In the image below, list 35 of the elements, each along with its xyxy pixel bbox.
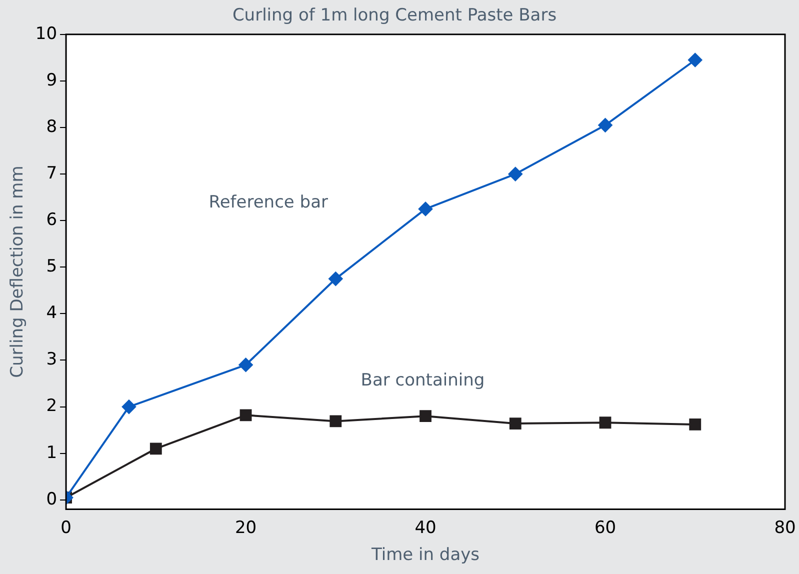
y-tick-label: 10: [35, 24, 58, 44]
y-tick-label: 4: [46, 303, 58, 324]
point: [420, 410, 432, 422]
y-axis-title: Curling Deflection in mm: [8, 166, 28, 378]
point: [689, 418, 702, 430]
point: [508, 167, 522, 182]
y-tick-label: 7: [46, 163, 58, 184]
x-tick-label: 0: [60, 518, 72, 538]
point: [418, 202, 433, 216]
point: [599, 416, 612, 429]
point: [598, 118, 612, 132]
x-axis-title: Time in days: [370, 545, 480, 566]
y-tick-label: 0: [46, 489, 58, 510]
x-tick-label: 60: [594, 518, 616, 538]
annotation: Bar containing: [360, 370, 485, 390]
y-tick-label: 8: [46, 116, 58, 137]
point: [122, 400, 136, 414]
y-tick-label: 9: [46, 70, 58, 90]
y-tick-label: 1: [46, 442, 58, 463]
point: [328, 272, 343, 286]
point: [688, 53, 702, 67]
chart-title: Curling of 1m long Cement Paste Bars: [232, 6, 557, 26]
text: Reference bar: [208, 192, 328, 212]
y-tick-label: 5: [46, 256, 58, 277]
y-tick-label: 2: [46, 396, 58, 416]
point: [330, 415, 342, 428]
point: [509, 418, 522, 430]
x-tick-label: 40: [414, 518, 436, 538]
point: [150, 442, 162, 455]
point: [240, 409, 252, 422]
y-tick-label: 3: [46, 350, 58, 370]
x-tick-label: 80: [774, 518, 796, 538]
x-tick-label: 20: [234, 518, 257, 538]
point: [238, 358, 253, 372]
y-tick-label: 6: [46, 210, 58, 230]
